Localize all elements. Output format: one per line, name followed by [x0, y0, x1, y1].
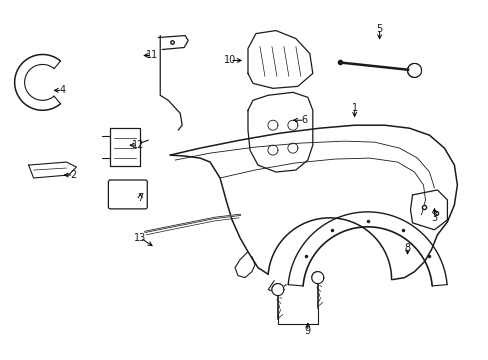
Text: 13: 13 — [134, 233, 146, 243]
Text: 2: 2 — [70, 170, 77, 180]
FancyBboxPatch shape — [108, 180, 147, 209]
Text: 3: 3 — [430, 213, 437, 223]
Text: 7: 7 — [137, 193, 143, 203]
Text: 12: 12 — [132, 140, 144, 150]
Text: 9: 9 — [304, 327, 310, 336]
Text: 4: 4 — [60, 85, 65, 95]
Text: 1: 1 — [351, 103, 357, 113]
Text: 8: 8 — [404, 243, 410, 253]
Text: 6: 6 — [301, 115, 307, 125]
Text: 11: 11 — [146, 50, 158, 60]
Text: 10: 10 — [224, 55, 236, 66]
Text: 5: 5 — [376, 24, 382, 33]
